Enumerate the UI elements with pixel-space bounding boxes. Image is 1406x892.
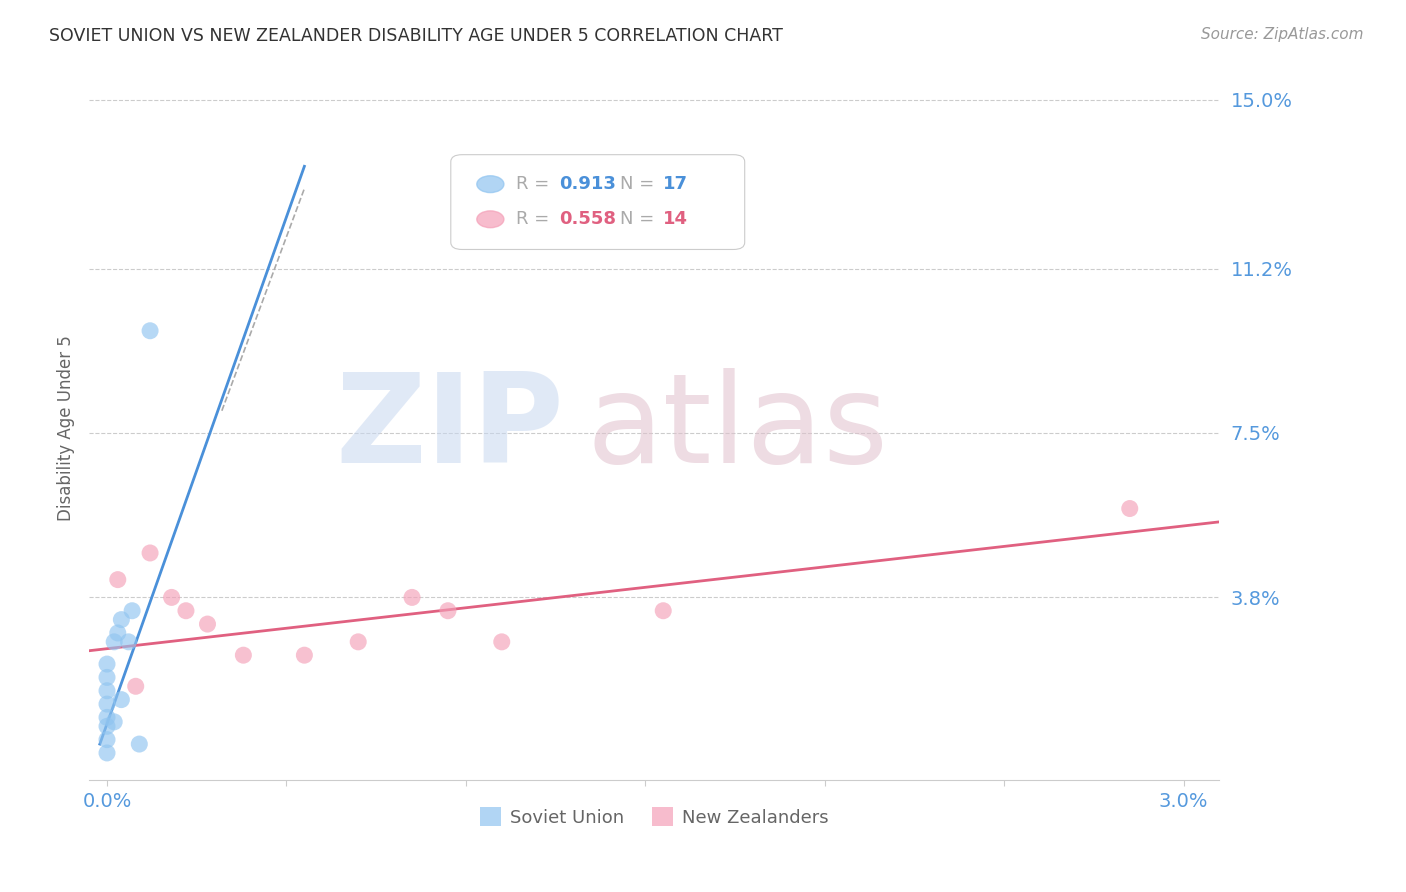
Point: [347, 635, 370, 649]
Text: R =: R =: [516, 175, 555, 194]
Text: N =: N =: [620, 175, 661, 194]
Point: [96, 657, 118, 671]
Y-axis label: Disability Age Under 5: Disability Age Under 5: [58, 335, 75, 522]
Text: 0.913: 0.913: [560, 175, 616, 194]
Point: [110, 692, 132, 706]
Point: [107, 573, 129, 587]
Point: [437, 604, 460, 618]
Point: [139, 546, 162, 560]
Point: [125, 679, 148, 693]
Text: R =: R =: [516, 211, 555, 228]
Point: [401, 591, 423, 605]
Point: [96, 732, 118, 747]
Point: [96, 719, 118, 733]
Point: [139, 324, 162, 338]
Point: [96, 710, 118, 724]
Point: [110, 613, 132, 627]
Text: N =: N =: [620, 211, 661, 228]
Text: 14: 14: [664, 211, 689, 228]
Circle shape: [477, 211, 503, 227]
Point: [174, 604, 197, 618]
Point: [107, 626, 129, 640]
Point: [160, 591, 183, 605]
Point: [103, 635, 125, 649]
Point: [197, 617, 219, 632]
Text: 0.558: 0.558: [560, 211, 616, 228]
Text: ZIP: ZIP: [335, 368, 564, 489]
Point: [96, 683, 118, 698]
Point: [96, 670, 118, 684]
Point: [96, 746, 118, 760]
Text: SOVIET UNION VS NEW ZEALANDER DISABILITY AGE UNDER 5 CORRELATION CHART: SOVIET UNION VS NEW ZEALANDER DISABILITY…: [49, 27, 783, 45]
Legend: Soviet Union, New Zealanders: Soviet Union, New Zealanders: [472, 800, 837, 834]
Point: [232, 648, 254, 663]
Point: [117, 635, 139, 649]
Point: [96, 697, 118, 711]
Point: [121, 604, 143, 618]
Point: [1119, 501, 1142, 516]
Circle shape: [477, 176, 503, 193]
Text: Source: ZipAtlas.com: Source: ZipAtlas.com: [1201, 27, 1364, 42]
Text: atlas: atlas: [586, 368, 889, 489]
Text: 17: 17: [664, 175, 689, 194]
Point: [128, 737, 150, 751]
Point: [491, 635, 513, 649]
FancyBboxPatch shape: [451, 154, 745, 250]
Point: [103, 714, 125, 729]
Point: [292, 648, 315, 663]
Point: [652, 604, 675, 618]
